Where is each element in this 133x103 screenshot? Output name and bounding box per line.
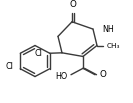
Text: NH: NH — [102, 25, 114, 34]
Text: HO: HO — [55, 72, 67, 81]
Text: O: O — [70, 0, 76, 9]
Text: CH₃: CH₃ — [107, 43, 120, 49]
Text: Cl: Cl — [5, 62, 13, 71]
Text: Cl: Cl — [34, 49, 42, 58]
Text: O: O — [99, 70, 106, 79]
